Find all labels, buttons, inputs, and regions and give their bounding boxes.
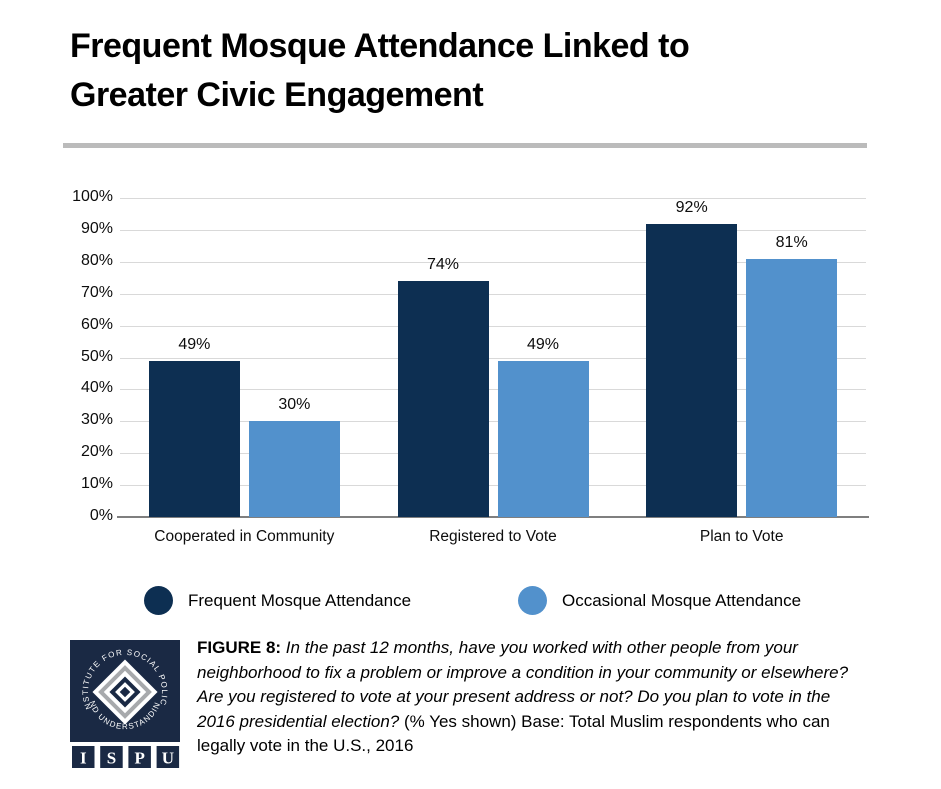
page-title: Frequent Mosque Attendance Linked to Gre… bbox=[70, 22, 690, 120]
bar-value-label: 92% bbox=[675, 198, 708, 216]
gridline bbox=[120, 421, 866, 423]
chart-plot-area: 49% 30% Cooperated in Community 74% 49% Regis… bbox=[117, 198, 869, 545]
legend-item-occasional: Occasional Mosque Attendance bbox=[518, 586, 801, 615]
gridline bbox=[120, 325, 866, 327]
bar-value-label: 81% bbox=[775, 233, 808, 251]
gridline bbox=[120, 293, 866, 295]
logo-letter-p: P bbox=[134, 749, 144, 768]
logo-diamond-icon bbox=[92, 659, 158, 725]
figure-caption-note: (% Yes shown) Base: Total Muslim respond… bbox=[197, 711, 830, 756]
page-title-line1: Frequent Mosque Attendance Linked to bbox=[70, 27, 690, 65]
y-axis-tick-label: 60% bbox=[80, 315, 113, 333]
y-axis-tick-label: 80% bbox=[80, 251, 113, 269]
bar-occasional-group-3 bbox=[746, 258, 838, 517]
logo-letter-i: I bbox=[80, 749, 87, 768]
gridline bbox=[120, 485, 866, 487]
figure-caption: FIGURE 8: In the past 12 months, have yo… bbox=[197, 636, 857, 759]
bar-value-label: 49% bbox=[526, 335, 560, 353]
gridline bbox=[120, 261, 866, 263]
y-axis-tick-label: 70% bbox=[80, 283, 113, 301]
legend-label-frequent: Frequent Mosque Attendance bbox=[188, 590, 412, 610]
page-title-line2: Greater Civic Engagement bbox=[70, 76, 484, 114]
y-axis-tick-label: 50% bbox=[80, 347, 113, 365]
gridline bbox=[120, 389, 866, 391]
logo-letter-u: U bbox=[162, 749, 174, 768]
bar-occasional-group-2 bbox=[497, 360, 589, 517]
legend-swatch-frequent-icon bbox=[144, 586, 173, 615]
bar-value-label: 49% bbox=[178, 335, 211, 353]
bar-frequent-group-3 bbox=[646, 223, 738, 517]
ispu-logo-icon: INSTITUTE FOR SOCIAL POLICY AND UNDERSTA… bbox=[66, 633, 182, 770]
legend-item-frequent: Frequent Mosque Attendance bbox=[144, 586, 411, 615]
legend-swatch-occasional-icon bbox=[518, 586, 547, 615]
title-divider bbox=[63, 143, 867, 148]
ispu-logo: INSTITUTE FOR SOCIAL POLICY AND UNDERSTA… bbox=[66, 633, 182, 770]
gridline bbox=[120, 229, 866, 231]
figure-caption-label: FIGURE 8: bbox=[197, 638, 282, 657]
x-axis-category-label: Cooperated in Community bbox=[154, 528, 335, 545]
y-axis-tick-label: 20% bbox=[80, 443, 113, 461]
logo-acronym: I S P U bbox=[70, 744, 182, 770]
x-axis-line bbox=[117, 516, 869, 518]
y-axis-tick-label: 40% bbox=[80, 379, 113, 397]
x-axis-category-label: Plan to Vote bbox=[699, 528, 784, 545]
bar-value-label: 30% bbox=[278, 396, 311, 414]
bar-frequent-group-2 bbox=[397, 280, 489, 517]
legend-label-occasional: Occasional Mosque Attendance bbox=[562, 590, 802, 610]
logo-letter-s: S bbox=[107, 749, 116, 768]
bar-frequent-group-1 bbox=[148, 360, 240, 517]
bar-occasional-group-1 bbox=[248, 421, 340, 517]
y-axis-tick-label: 30% bbox=[80, 411, 113, 429]
x-axis-category-label: Registered to Vote bbox=[429, 528, 557, 545]
y-axis-tick-label: 90% bbox=[80, 219, 113, 237]
y-axis-tick-label: 100% bbox=[72, 188, 113, 205]
y-axis-tick-label: 10% bbox=[80, 475, 113, 493]
y-axis-tick-label: 0% bbox=[89, 507, 113, 524]
gridline bbox=[120, 357, 866, 359]
gridline bbox=[120, 453, 866, 455]
figure-caption-question: In the past 12 months, have you worked w… bbox=[197, 638, 849, 731]
bar-value-label: 74% bbox=[426, 255, 460, 273]
gridline bbox=[120, 198, 866, 199]
